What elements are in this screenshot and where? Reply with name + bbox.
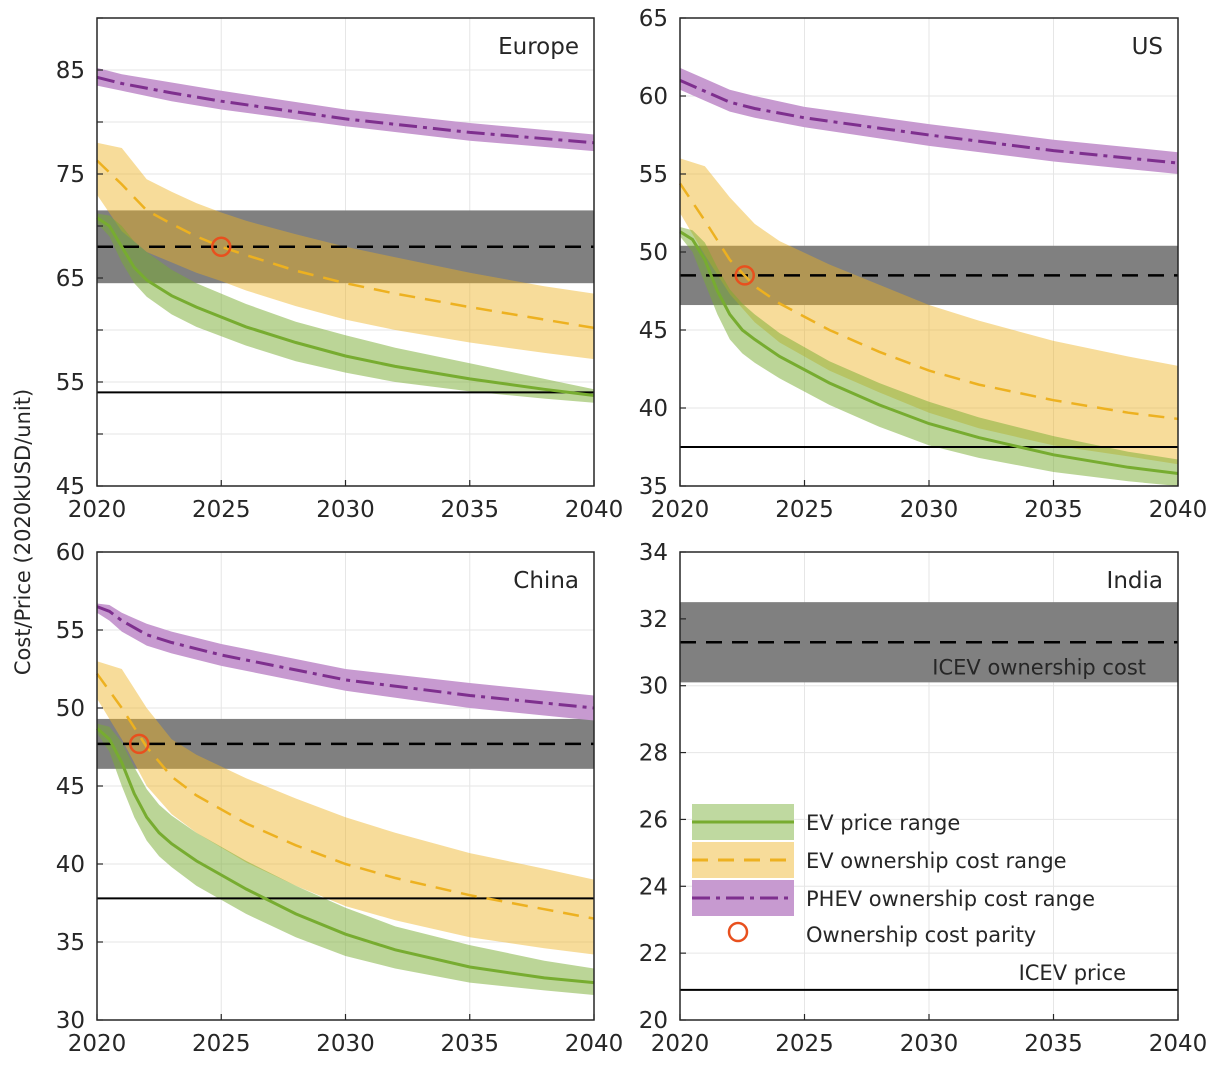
y-tick-label: 32 (639, 607, 668, 633)
x-tick-label: 2030 (316, 1031, 375, 1057)
y-tick-label: 40 (639, 396, 668, 422)
x-tick-label: 2040 (1149, 497, 1208, 523)
x-tick-label: 2025 (775, 1031, 834, 1057)
x-tick-label: 2025 (775, 497, 834, 523)
y-tick-label: 35 (639, 474, 668, 500)
icev-price-annotation: ICEV price (1019, 961, 1126, 985)
y-tick-label: 20 (639, 1008, 668, 1034)
ev-price-line-china (96, 727, 595, 985)
x-tick-label: 2025 (192, 1031, 251, 1057)
y-tick-label: 85 (56, 58, 85, 84)
y-tick-label: 30 (56, 1008, 85, 1034)
y-tick-label: 45 (56, 774, 85, 800)
x-tick-label: 2035 (1024, 1031, 1083, 1057)
phev-ownership-band-china (97, 603, 594, 721)
y-tick-label: 24 (639, 874, 668, 900)
x-tick-label: 2035 (440, 1031, 499, 1057)
y-tick-label: 50 (56, 696, 85, 722)
region-title-china: China (513, 568, 579, 594)
parity-marker-china (128, 733, 150, 755)
legend: EV price range EV ownership cost range P… (692, 804, 1095, 947)
phev-ownership-band-europe (97, 67, 594, 152)
ev-ownership-line-china (95, 672, 595, 920)
chart-panel-china: 2020 2025 2030 2035 2040 30 35 40 45 50 55 60 China (56, 540, 624, 1057)
y-tick-label: 26 (639, 807, 668, 833)
legend-label-parity: Ownership cost parity (806, 923, 1036, 947)
y-axis-label: Cost/Price (2020kUSD/unit) (11, 389, 35, 675)
x-tick-label: 2020 (651, 1031, 710, 1057)
y-tick-label: 55 (56, 618, 85, 644)
x-tick-label: 2020 (68, 497, 127, 523)
x-tick-label: 2030 (900, 1031, 959, 1057)
x-tick-label: 2025 (192, 497, 251, 523)
y-tick-label: 55 (639, 162, 668, 188)
y-tick-label: 40 (56, 852, 85, 878)
x-tick-label: 2020 (68, 1031, 127, 1057)
y-tick-label: 22 (639, 941, 668, 967)
legend-label-ev-own: EV ownership cost range (806, 849, 1067, 873)
y-tick-label: 45 (56, 474, 85, 500)
ev-price-line-us (679, 230, 1179, 475)
region-title-us: US (1132, 34, 1163, 60)
y-tick-label: 65 (639, 6, 668, 32)
region-title-india: India (1107, 568, 1163, 594)
x-tick-label: 2035 (440, 497, 499, 523)
parity-marker-us (734, 265, 755, 286)
x-tick-label: 2040 (1149, 1031, 1208, 1057)
ev-ownership-band-us (680, 158, 1178, 465)
parity-marker-europe (211, 236, 232, 258)
x-tick-label: 2030 (316, 497, 375, 523)
y-tick-label: 60 (639, 84, 668, 110)
icev-ownership-annotation: ICEV ownership cost (932, 655, 1146, 679)
y-tick-label: 65 (56, 266, 85, 292)
ev-price-line-europe (96, 216, 595, 397)
ev-ownership-line-us (678, 182, 1179, 421)
y-tick-label: 34 (639, 540, 668, 566)
x-tick-label: 2035 (1024, 497, 1083, 523)
x-tick-label: 2040 (565, 497, 624, 523)
phev-ownership-line-europe (96, 75, 595, 145)
chart-panel-india: 2020 2025 2030 2035 2040 20 22 24 26 28 30 32 34 Indi… (639, 540, 1208, 1057)
legend-label-phev: PHEV ownership cost range (806, 887, 1095, 911)
y-tick-label: 35 (56, 930, 85, 956)
x-tick-label: 2030 (900, 497, 959, 523)
phev-ownership-line-china (96, 605, 595, 710)
x-tick-label: 2040 (565, 1031, 624, 1057)
ev-ownership-band-china (97, 661, 594, 955)
chart-panel-europe: 2020 2025 2030 2035 2040 45 55 65 75 85 Europe (56, 17, 624, 523)
chart-panel-us: 2020 2025 2030 2035 2040 35 40 45 50 55 60 65 US (639, 6, 1208, 523)
phev-ownership-line-us (679, 79, 1179, 165)
region-title-europe: Europe (498, 34, 579, 60)
y-tick-label: 60 (56, 540, 85, 566)
y-tick-label: 75 (56, 162, 85, 188)
y-tick-label: 28 (639, 741, 668, 767)
y-tick-label: 50 (639, 240, 668, 266)
legend-swatch-parity-marker (727, 921, 749, 943)
legend-label-ev-price: EV price range (806, 811, 960, 835)
y-tick-label: 55 (56, 370, 85, 396)
y-tick-label: 30 (639, 674, 668, 700)
phev-ownership-band-us (680, 67, 1178, 174)
x-tick-label: 2020 (651, 497, 710, 523)
ev-ownership-band-europe (97, 142, 594, 360)
y-tick-label: 45 (639, 318, 668, 344)
